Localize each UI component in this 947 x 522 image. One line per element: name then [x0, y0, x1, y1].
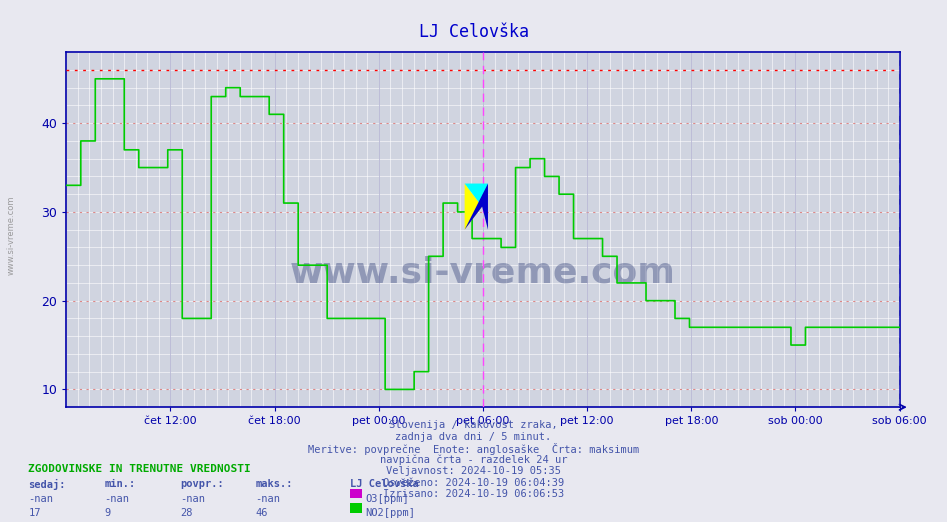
Text: ZGODOVINSKE IN TRENUTNE VREDNOSTI: ZGODOVINSKE IN TRENUTNE VREDNOSTI — [28, 464, 251, 473]
Text: sedaj:: sedaj: — [28, 479, 66, 490]
Text: Slovenija / kakovost zraka,: Slovenija / kakovost zraka, — [389, 420, 558, 430]
Text: O3[ppm]: O3[ppm] — [366, 494, 409, 504]
Text: NO2[ppm]: NO2[ppm] — [366, 508, 416, 518]
Text: 17: 17 — [28, 508, 41, 518]
Text: -nan: -nan — [256, 494, 280, 504]
Text: navpična črta - razdelek 24 ur: navpična črta - razdelek 24 ur — [380, 455, 567, 465]
Text: -nan: -nan — [28, 494, 53, 504]
Text: Osveženo: 2024-10-19 06:04:39: Osveženo: 2024-10-19 06:04:39 — [383, 478, 564, 488]
Text: maks.:: maks.: — [256, 479, 294, 489]
Text: Veljavnost: 2024-10-19 05:35: Veljavnost: 2024-10-19 05:35 — [386, 466, 561, 476]
Text: 28: 28 — [180, 508, 192, 518]
Text: -nan: -nan — [104, 494, 129, 504]
Text: min.:: min.: — [104, 479, 135, 489]
Text: www.si-vreme.com: www.si-vreme.com — [7, 195, 16, 275]
Text: povpr.:: povpr.: — [180, 479, 223, 489]
Text: zadnja dva dni / 5 minut.: zadnja dva dni / 5 minut. — [396, 432, 551, 442]
Polygon shape — [465, 184, 482, 230]
Text: Izrisano: 2024-10-19 06:06:53: Izrisano: 2024-10-19 06:06:53 — [383, 489, 564, 499]
Text: LJ Celovška: LJ Celovška — [350, 479, 420, 489]
Text: -nan: -nan — [180, 494, 205, 504]
Polygon shape — [465, 184, 488, 230]
Text: www.si-vreme.com: www.si-vreme.com — [290, 255, 676, 289]
Text: LJ Celovška: LJ Celovška — [419, 23, 528, 41]
Text: 9: 9 — [104, 508, 111, 518]
Text: 46: 46 — [256, 508, 268, 518]
Polygon shape — [465, 184, 488, 207]
Text: Meritve: povprečne  Enote: anglosaške  Črta: maksimum: Meritve: povprečne Enote: anglosaške Črt… — [308, 443, 639, 455]
